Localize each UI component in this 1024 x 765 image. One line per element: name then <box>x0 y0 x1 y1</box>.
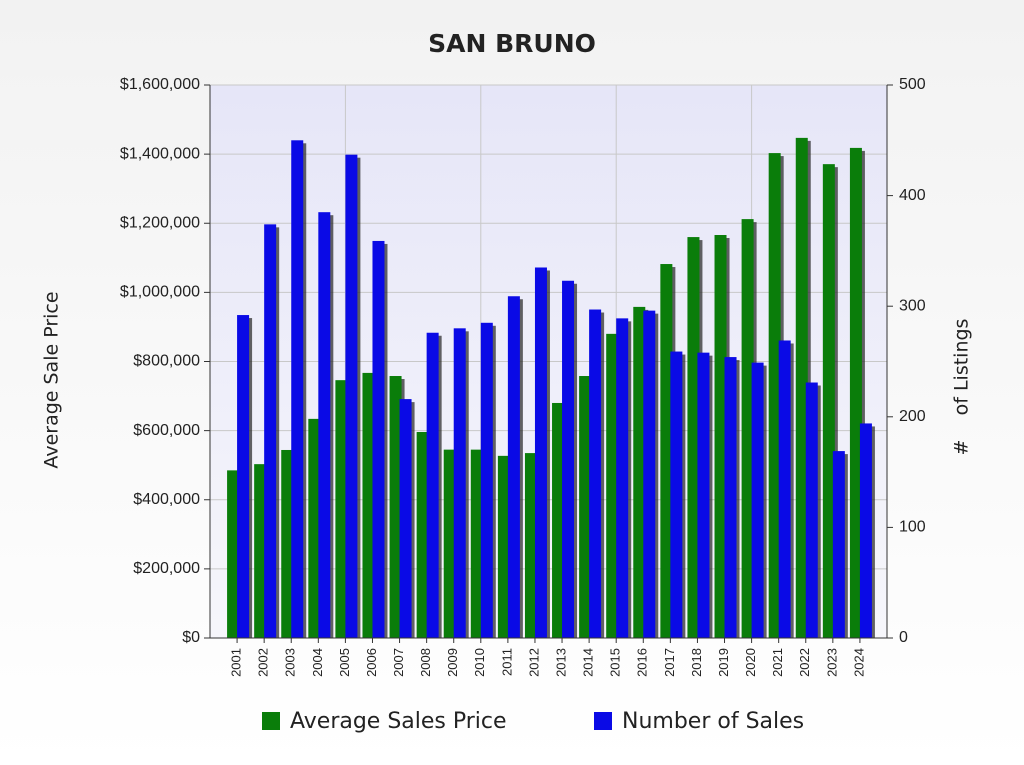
bar <box>660 264 673 638</box>
y-tick-label: $1,400,000 <box>120 145 200 162</box>
y-tick-label: $800,000 <box>133 353 200 370</box>
x-tick-label: 2012 <box>526 648 541 677</box>
y-axis-label: Average Sale Price <box>41 291 63 468</box>
bar <box>335 380 348 638</box>
bar <box>416 432 429 638</box>
y-tick-label: $200,000 <box>133 560 200 577</box>
bar <box>643 310 656 638</box>
y2-tick-label: 0 <box>899 629 908 646</box>
bar <box>524 453 537 638</box>
bar <box>362 372 375 638</box>
bar <box>751 362 764 638</box>
bar <box>534 267 547 638</box>
chart-title: SAN BRUNO <box>428 29 596 58</box>
bar <box>227 470 240 638</box>
y-tick-label: $400,000 <box>133 491 200 508</box>
bar <box>453 328 466 638</box>
bar <box>795 137 808 639</box>
bar <box>741 219 754 639</box>
y-tick-label: $1,000,000 <box>120 284 200 301</box>
bar <box>822 164 835 638</box>
bar <box>254 464 267 638</box>
bar <box>589 309 602 638</box>
x-tick-label: 2007 <box>391 648 406 677</box>
x-tick-label: 2003 <box>283 648 298 677</box>
bar <box>318 212 331 638</box>
bars <box>227 137 875 639</box>
x-tick-label: 2006 <box>364 648 379 677</box>
y2-tick-label: 100 <box>899 519 926 536</box>
bar <box>616 318 629 638</box>
bar <box>849 147 862 638</box>
bar <box>480 322 493 638</box>
bar <box>264 224 277 638</box>
x-tick-label: 2011 <box>499 648 514 676</box>
x-tick-label: 2022 <box>797 648 812 677</box>
legend-swatch <box>594 712 612 730</box>
legend-label: Average Sales Price <box>290 709 507 734</box>
bar <box>633 306 646 638</box>
x-tick-label: 2004 <box>310 648 325 677</box>
bar <box>237 315 250 638</box>
bar <box>552 402 565 638</box>
bar <box>606 333 619 638</box>
x-tick-label: 2001 <box>229 648 244 677</box>
y-tick-label: $1,200,000 <box>120 214 200 231</box>
bar <box>778 340 791 638</box>
bar <box>443 449 456 638</box>
bar <box>768 153 781 638</box>
x-tick-label: 2016 <box>635 648 650 677</box>
bar <box>372 240 385 639</box>
bar <box>562 280 575 638</box>
bar <box>389 376 402 638</box>
y-tick-label: $600,000 <box>133 422 200 439</box>
y2-axis-label: # of Listings <box>951 319 973 456</box>
bar <box>470 449 483 638</box>
legend-label: Number of Sales <box>622 709 804 734</box>
x-tick-label: 2002 <box>256 648 271 677</box>
bar <box>426 332 439 638</box>
bar <box>859 423 872 638</box>
bar <box>697 352 710 638</box>
bar <box>308 418 321 638</box>
bar <box>291 140 304 639</box>
bar <box>714 235 727 638</box>
x-tick-label: 2008 <box>418 648 433 677</box>
bar <box>724 357 737 638</box>
y2-tick-label: 300 <box>899 297 926 314</box>
y2-tick-label: 400 <box>899 187 926 204</box>
bar <box>670 351 683 638</box>
x-tick-label: 2015 <box>608 648 623 677</box>
axes: $0 $200,000 $400,000 $600,000 $800,000 $1,000… <box>120 76 926 677</box>
x-tick-label: 2013 <box>553 648 568 677</box>
bar <box>497 455 510 638</box>
x-tick-label: 2019 <box>716 648 731 677</box>
bar <box>832 451 845 638</box>
x-tick-label: 2010 <box>472 648 487 677</box>
bar <box>687 237 700 638</box>
x-tick-label: 2024 <box>851 648 866 677</box>
bar <box>281 449 294 638</box>
bar <box>579 376 592 638</box>
y-tick-label: $0 <box>182 629 200 646</box>
x-tick-label: 2021 <box>770 648 785 677</box>
y2-tick-label: 500 <box>899 76 926 93</box>
x-tick-label: 2023 <box>824 648 839 677</box>
bar <box>345 154 358 639</box>
x-tick-label: 2020 <box>743 648 758 677</box>
x-tick-label: 2018 <box>689 648 704 677</box>
x-tick-label: 2014 <box>581 648 596 677</box>
x-tick-label: 2017 <box>662 648 677 677</box>
legend-swatch <box>262 712 280 730</box>
bar <box>507 296 520 638</box>
x-tick-label: 2005 <box>337 648 352 677</box>
x-tick-label: 2009 <box>445 648 460 677</box>
y-tick-label: $1,600,000 <box>120 76 200 93</box>
bar <box>399 399 412 638</box>
y2-tick-label: 200 <box>899 408 926 425</box>
bar <box>805 382 818 638</box>
